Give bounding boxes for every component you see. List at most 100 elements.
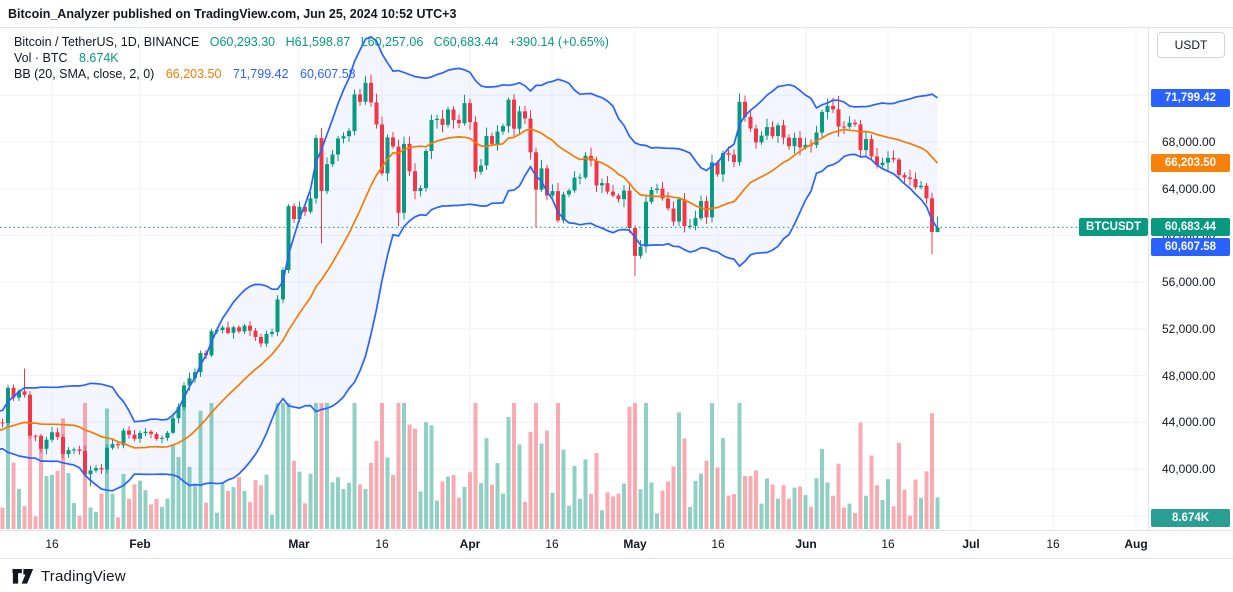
volume-bar xyxy=(303,503,307,529)
candle-body xyxy=(644,201,648,247)
candle-body xyxy=(61,437,65,455)
price-axis[interactable]: USDT 72,000.0068,000.0064,000.0060,000.0… xyxy=(1148,28,1233,530)
price-tick-label: 40,000.00 xyxy=(1162,462,1216,476)
legend-symbol-row: Bitcoin / TetherUS, 1D, BINANCE O60,293.… xyxy=(14,34,609,50)
volume-bar xyxy=(242,490,247,529)
candle-body xyxy=(72,449,76,451)
volume-bar xyxy=(737,403,742,529)
volume-bar xyxy=(803,495,808,529)
candle-body xyxy=(248,325,252,331)
volume-bar xyxy=(429,425,434,529)
volume-value-badge: 8.674K xyxy=(1151,509,1230,527)
volume-bar xyxy=(77,515,82,529)
chart-area[interactable]: Bitcoin / TetherUS, 1D, BINANCE O60,293.… xyxy=(0,28,1148,530)
candle-body xyxy=(891,157,896,160)
candle-body xyxy=(627,190,632,228)
time-label-month: Feb xyxy=(129,537,151,551)
volume-bar xyxy=(627,406,632,529)
candlestick-chart[interactable] xyxy=(0,28,1148,530)
volume-bar xyxy=(374,440,379,529)
candle-body xyxy=(171,418,175,433)
high-label: H xyxy=(285,35,295,49)
candle-body xyxy=(847,122,852,127)
candle-body xyxy=(534,152,538,190)
candle-body xyxy=(825,105,830,112)
volume-bar xyxy=(435,500,439,529)
volume-bar xyxy=(127,498,131,529)
candle-body xyxy=(655,188,659,190)
volume-bar xyxy=(369,462,373,529)
candle-body xyxy=(330,154,335,165)
volume-bar xyxy=(666,481,670,529)
volume-bar xyxy=(11,462,16,529)
candle-body xyxy=(567,190,571,195)
volume-bar xyxy=(891,506,896,529)
bb-upper-price-badge: 71,799.42 xyxy=(1151,89,1230,107)
volume-bar xyxy=(748,476,753,529)
volume-label: Vol · BTC xyxy=(14,51,68,65)
candle-body xyxy=(407,143,412,172)
candle-body xyxy=(820,112,824,133)
candle-body xyxy=(699,201,703,219)
candle-body xyxy=(633,228,637,256)
candle-body xyxy=(402,143,406,213)
tradingview-logo-link[interactable]: TradingView xyxy=(12,568,126,585)
candle-body xyxy=(715,162,720,175)
volume-bar xyxy=(864,495,868,529)
high-value: 61,598.87 xyxy=(294,35,351,49)
candle-body xyxy=(688,225,692,227)
time-label-day: 16 xyxy=(881,537,895,551)
volume-bar xyxy=(638,489,643,529)
time-label-day: 16 xyxy=(1046,537,1060,551)
bb-lower-value: 60,607.58 xyxy=(300,67,356,81)
volume-bar xyxy=(902,489,907,529)
bb-label: BB (20, SMA, close, 2, 0) xyxy=(14,67,155,81)
currency-usdt-button[interactable]: USDT xyxy=(1157,32,1225,58)
price-tick-label: 48,000.00 xyxy=(1162,369,1216,383)
volume-bar xyxy=(649,482,654,529)
volume-bar xyxy=(220,483,225,529)
time-label-day: 16 xyxy=(45,537,59,551)
volume-bar xyxy=(281,403,285,529)
volume-bar xyxy=(523,501,527,529)
candle-body xyxy=(55,432,60,437)
volume-bar xyxy=(781,485,786,529)
volume-bar xyxy=(567,505,571,529)
candle-body xyxy=(220,327,225,331)
volume-bar xyxy=(688,507,692,529)
volume-bar xyxy=(451,475,456,529)
candle-body xyxy=(600,183,604,186)
candle-body xyxy=(11,387,16,398)
price-tick-label: 64,000.00 xyxy=(1162,182,1216,196)
volume-bar xyxy=(792,487,797,529)
candle-body xyxy=(886,157,890,163)
volume-bar xyxy=(171,444,175,529)
candle-body xyxy=(132,434,137,439)
time-label-month: Mar xyxy=(288,537,310,551)
candle-body xyxy=(347,130,351,137)
candle-body xyxy=(143,431,148,433)
candle-body xyxy=(468,103,472,123)
volume-bar xyxy=(776,498,780,529)
volume-bar xyxy=(814,478,819,529)
volume-bar xyxy=(924,471,929,529)
candle-body xyxy=(880,162,885,165)
volume-bar xyxy=(319,403,324,529)
volume-bar xyxy=(336,477,340,529)
candle-body xyxy=(671,208,676,222)
volume-bar xyxy=(6,403,10,529)
volume-bar xyxy=(528,431,533,529)
volume-bar xyxy=(198,410,203,529)
volume-bar xyxy=(270,514,274,529)
volume-bar xyxy=(495,463,500,529)
volume-bar xyxy=(352,403,357,529)
volume-bar xyxy=(33,516,38,529)
candle-body xyxy=(88,470,93,475)
bb-lower-price-badge: 60,607.58 xyxy=(1151,238,1230,256)
candle-body xyxy=(358,94,362,102)
price-tick-label: 44,000.00 xyxy=(1162,415,1216,429)
time-axis[interactable]: 16 Feb Mar 16 Apr 16 May 16 Jun 16 Jul 16 Aug xyxy=(0,530,1233,559)
volume-bar xyxy=(314,403,318,529)
volume-bar xyxy=(715,467,720,529)
candle-body xyxy=(919,185,923,188)
